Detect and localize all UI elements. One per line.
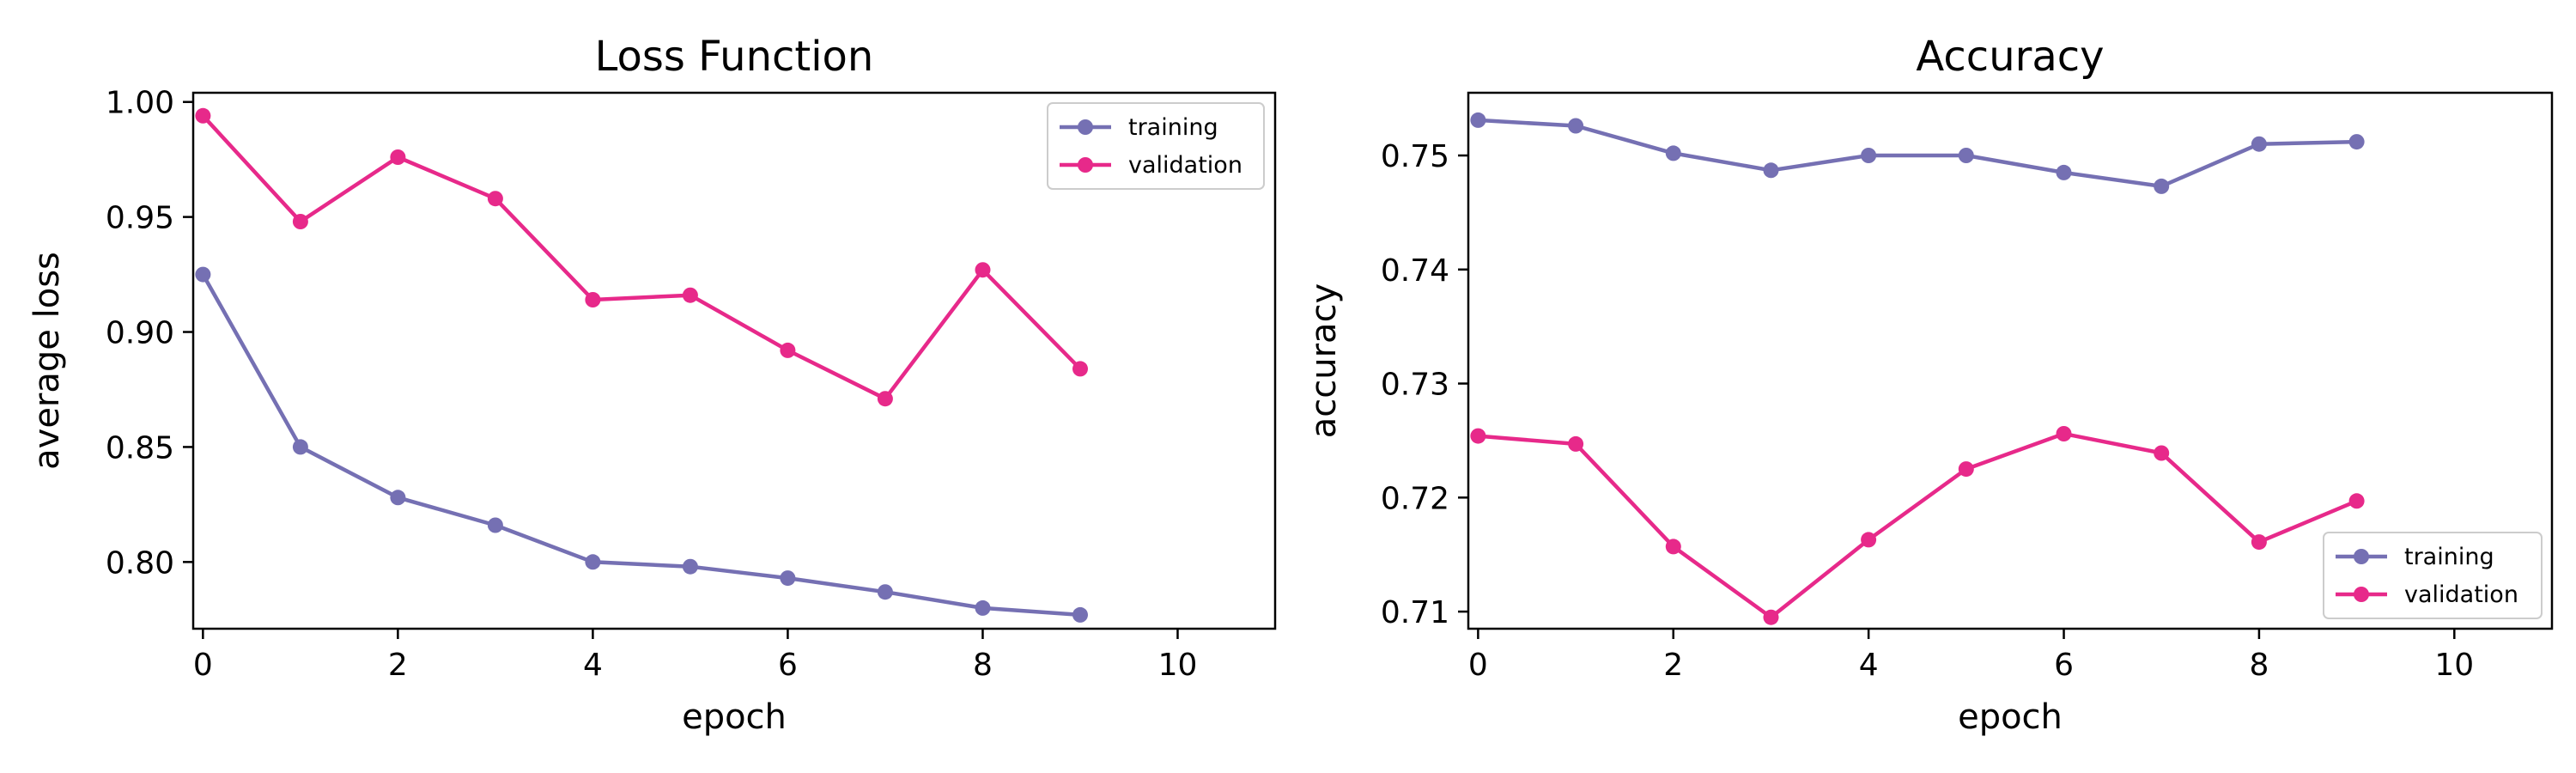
accuracy-legend-training-label: training	[2404, 544, 2494, 570]
loss-chart-panel: Loss Function 0 2 4 6 8 10 0.80 0.85 0.90 0.95 1.00…	[27, 33, 1277, 737]
loss-legend-training-marker	[1078, 119, 1093, 135]
accuracy-y-tick-label: 0.75	[1381, 139, 1449, 174]
accuracy-x-tick-label: 10	[2434, 648, 2474, 683]
accuracy-validation-point	[2348, 493, 2365, 509]
loss-x-axis-label: epoch	[682, 697, 787, 737]
loss-validation-point	[292, 214, 308, 229]
loss-training-point	[780, 570, 796, 587]
accuracy-training-point	[1958, 148, 1974, 163]
accuracy-validation-point	[2154, 445, 2170, 461]
accuracy-y-tick-label: 0.74	[1381, 253, 1449, 289]
loss-validation-point	[1072, 361, 1088, 377]
loss-training-point	[877, 584, 893, 600]
loss-legend-box	[1047, 102, 1265, 190]
accuracy-validation-point	[1470, 428, 1486, 444]
loss-validation-point	[780, 342, 796, 358]
accuracy-validation-point	[1861, 532, 1877, 548]
loss-training-point	[487, 517, 503, 533]
loss-training-point	[390, 490, 406, 506]
loss-y-axis-label: average loss	[27, 252, 67, 470]
accuracy-y-tick-label: 0.71	[1381, 595, 1449, 630]
loss-y-tick-label: 0.90	[106, 316, 174, 351]
loss-x-tick-label: 2	[388, 648, 408, 683]
accuracy-chart-panel: Accuracy 0 2 4 6 8 10 0.71 0.72 0.73 0.74 0.75 epoch…	[1304, 33, 2554, 737]
accuracy-training-point	[2348, 134, 2365, 150]
loss-training-point	[585, 554, 601, 570]
loss-training-point	[195, 266, 211, 283]
loss-training-point	[682, 558, 698, 575]
accuracy-training-point	[1665, 145, 1681, 161]
accuracy-training-point	[1568, 118, 1584, 134]
accuracy-y-tick-label: 0.73	[1381, 368, 1449, 403]
loss-validation-point	[682, 287, 698, 303]
loss-y-tick-label: 0.85	[106, 430, 174, 466]
loss-validation-point	[195, 107, 211, 124]
accuracy-training-line	[1478, 118, 2357, 189]
loss-validation-point	[390, 149, 406, 165]
accuracy-validation-point	[1763, 609, 1779, 625]
accuracy-x-tick-label: 6	[2054, 648, 2074, 683]
loss-validation-point	[487, 191, 503, 207]
loss-training-point	[975, 600, 991, 616]
loss-x-tick-label: 4	[583, 648, 603, 683]
accuracy-validation-point	[1665, 539, 1681, 555]
accuracy-chart-title: Accuracy	[1916, 33, 2104, 81]
accuracy-training-point	[2056, 164, 2072, 180]
loss-training-line	[201, 273, 1081, 618]
loss-chart-title: Loss Function	[595, 33, 874, 81]
accuracy-training-point	[1763, 162, 1779, 179]
loss-validation-line	[201, 114, 1082, 401]
accuracy-validation-point	[2251, 534, 2267, 551]
loss-validation-point	[877, 391, 893, 407]
loss-training-point	[292, 439, 308, 455]
loss-x-tick-label: 10	[1158, 648, 1198, 683]
loss-legend-training-label: training	[1128, 114, 1218, 141]
accuracy-y-axis-label: accuracy	[1304, 283, 1344, 438]
loss-y-tick-label: 0.95	[106, 201, 174, 236]
accuracy-x-tick-label: 4	[1859, 648, 1879, 683]
accuracy-x-tick-label: 8	[2249, 648, 2269, 683]
loss-legend-validation-marker	[1078, 157, 1093, 173]
accuracy-validation-line	[1478, 431, 2358, 619]
accuracy-legend-training-marker	[2354, 549, 2369, 564]
loss-x-tick-label: 6	[778, 648, 798, 683]
accuracy-x-axis-label: epoch	[1958, 697, 2063, 737]
accuracy-legend-validation-marker	[2354, 587, 2369, 602]
loss-x-tick-label: 0	[193, 648, 213, 683]
accuracy-validation-point	[1958, 461, 1974, 478]
accuracy-validation-point	[2056, 426, 2072, 441]
accuracy-training-point	[2251, 136, 2267, 152]
loss-training-point	[1072, 606, 1088, 623]
accuracy-legend-validation-label: validation	[2404, 581, 2518, 608]
loss-plot-frame	[191, 91, 1277, 630]
loss-x-tick-label: 8	[973, 648, 993, 683]
accuracy-x-tick-label: 2	[1663, 648, 1683, 683]
accuracy-y-tick-label: 0.72	[1381, 481, 1449, 516]
accuracy-training-point	[1861, 148, 1877, 163]
loss-y-tick-label: 1.00	[106, 86, 174, 121]
accuracy-legend-box	[2323, 532, 2543, 619]
accuracy-training-point	[2154, 178, 2170, 194]
accuracy-validation-point	[1568, 435, 1584, 452]
loss-validation-point	[975, 262, 991, 278]
loss-y-tick-label: 0.80	[106, 545, 174, 581]
loss-validation-point	[585, 292, 601, 307]
accuracy-training-point	[1470, 112, 1486, 128]
accuracy-plot-frame	[1467, 91, 2554, 630]
accuracy-x-tick-label: 0	[1468, 648, 1488, 683]
loss-legend-validation-label: validation	[1128, 152, 1242, 179]
